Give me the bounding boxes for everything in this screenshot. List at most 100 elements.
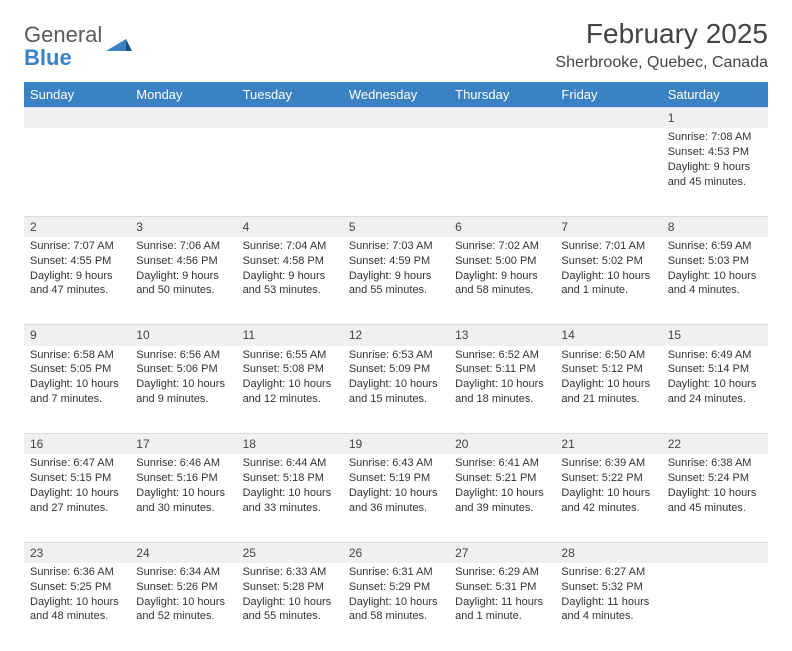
logo-word2: Blue [24,45,72,70]
day-content-cell [555,128,661,216]
day-number: 2 [30,220,37,234]
daynum-row: 9101112131415 [24,325,768,346]
day-content-cell: Sunrise: 6:39 AMSunset: 5:22 PMDaylight:… [555,454,661,542]
day-sunrise: Sunrise: 6:31 AM [349,565,443,580]
day-sunset: Sunset: 5:19 PM [349,471,443,486]
day-content-cell: Sunrise: 6:43 AMSunset: 5:19 PMDaylight:… [343,454,449,542]
day-daylight: Daylight: 10 hours and 9 minutes. [136,377,230,407]
day-sunset: Sunset: 5:05 PM [30,362,124,377]
day-number-cell: 18 [237,434,343,455]
day-number: 24 [136,546,149,560]
day-sunrise: Sunrise: 6:46 AM [136,456,230,471]
weekday-header: Friday [555,82,661,108]
day-sunset: Sunset: 5:32 PM [561,580,655,595]
day-sunset: Sunset: 5:21 PM [455,471,549,486]
day-number: 11 [243,328,255,342]
day-content-cell [662,563,768,651]
weekday-header: Sunday [24,82,130,108]
day-sunrise: Sunrise: 6:44 AM [243,456,337,471]
day-content-cell: Sunrise: 7:07 AMSunset: 4:55 PMDaylight:… [24,237,130,325]
day-content-cell: Sunrise: 6:58 AMSunset: 5:05 PMDaylight:… [24,346,130,434]
day-content-cell: Sunrise: 6:50 AMSunset: 5:12 PMDaylight:… [555,346,661,434]
day-sunrise: Sunrise: 7:08 AM [668,130,762,145]
content-row: Sunrise: 6:47 AMSunset: 5:15 PMDaylight:… [24,454,768,542]
day-daylight: Daylight: 11 hours and 1 minute. [455,595,549,625]
day-daylight: Daylight: 11 hours and 4 minutes. [561,595,655,625]
day-content-cell: Sunrise: 6:27 AMSunset: 5:32 PMDaylight:… [555,563,661,651]
day-number: 1 [668,111,675,125]
day-number-cell: 5 [343,216,449,237]
day-number: 27 [455,546,468,560]
day-number-cell: 28 [555,542,661,563]
day-sunrise: Sunrise: 6:43 AM [349,456,443,471]
day-sunset: Sunset: 5:26 PM [136,580,230,595]
day-daylight: Daylight: 10 hours and 21 minutes. [561,377,655,407]
day-number: 14 [561,328,574,342]
day-content-cell [343,128,449,216]
day-content-cell: Sunrise: 7:06 AMSunset: 4:56 PMDaylight:… [130,237,236,325]
day-daylight: Daylight: 10 hours and 33 minutes. [243,486,337,516]
day-content-cell: Sunrise: 6:38 AMSunset: 5:24 PMDaylight:… [662,454,768,542]
day-daylight: Daylight: 10 hours and 27 minutes. [30,486,124,516]
day-number: 10 [136,328,149,342]
day-content-cell: Sunrise: 6:49 AMSunset: 5:14 PMDaylight:… [662,346,768,434]
day-number-cell: 8 [662,216,768,237]
day-sunset: Sunset: 5:15 PM [30,471,124,486]
day-daylight: Daylight: 10 hours and 55 minutes. [243,595,337,625]
content-row: Sunrise: 6:36 AMSunset: 5:25 PMDaylight:… [24,563,768,651]
day-sunset: Sunset: 5:06 PM [136,362,230,377]
day-number-cell: 6 [449,216,555,237]
day-number-cell: 11 [237,325,343,346]
day-daylight: Daylight: 9 hours and 53 minutes. [243,269,337,299]
day-number-cell: 15 [662,325,768,346]
day-number: 21 [561,437,574,451]
day-number-cell: 2 [24,216,130,237]
day-number-cell: 7 [555,216,661,237]
page-title: February 2025 [555,18,768,50]
day-daylight: Daylight: 10 hours and 30 minutes. [136,486,230,516]
day-number: 13 [455,328,468,342]
day-number-cell: 12 [343,325,449,346]
day-number-cell: 1 [662,108,768,129]
daynum-row: 1 [24,108,768,129]
day-content-cell: Sunrise: 6:36 AMSunset: 5:25 PMDaylight:… [24,563,130,651]
logo: General Blue [24,18,132,70]
day-number-cell [130,108,236,129]
day-number-cell [662,542,768,563]
day-content-cell: Sunrise: 6:34 AMSunset: 5:26 PMDaylight:… [130,563,236,651]
day-sunset: Sunset: 4:55 PM [30,254,124,269]
day-daylight: Daylight: 10 hours and 45 minutes. [668,486,762,516]
day-sunrise: Sunrise: 6:52 AM [455,348,549,363]
day-sunset: Sunset: 5:03 PM [668,254,762,269]
calendar-table: Sunday Monday Tuesday Wednesday Thursday… [24,82,768,651]
day-daylight: Daylight: 10 hours and 36 minutes. [349,486,443,516]
header: General Blue February 2025 Sherbrooke, Q… [24,18,768,72]
day-daylight: Daylight: 9 hours and 58 minutes. [455,269,549,299]
day-content-cell: Sunrise: 6:33 AMSunset: 5:28 PMDaylight:… [237,563,343,651]
day-sunrise: Sunrise: 7:07 AM [30,239,124,254]
weekday-header: Thursday [449,82,555,108]
day-content-cell: Sunrise: 6:56 AMSunset: 5:06 PMDaylight:… [130,346,236,434]
daynum-row: 232425262728 [24,542,768,563]
day-daylight: Daylight: 10 hours and 18 minutes. [455,377,549,407]
day-number-cell: 25 [237,542,343,563]
day-number-cell: 17 [130,434,236,455]
day-sunrise: Sunrise: 6:38 AM [668,456,762,471]
day-number-cell [237,108,343,129]
weekday-header: Tuesday [237,82,343,108]
day-sunset: Sunset: 5:02 PM [561,254,655,269]
content-row: Sunrise: 7:08 AMSunset: 4:53 PMDaylight:… [24,128,768,216]
day-number-cell: 21 [555,434,661,455]
day-number: 8 [668,220,675,234]
day-sunrise: Sunrise: 7:03 AM [349,239,443,254]
day-sunrise: Sunrise: 6:27 AM [561,565,655,580]
day-sunrise: Sunrise: 7:01 AM [561,239,655,254]
day-number: 20 [455,437,468,451]
day-content-cell: Sunrise: 7:01 AMSunset: 5:02 PMDaylight:… [555,237,661,325]
weekday-header: Monday [130,82,236,108]
day-sunset: Sunset: 4:56 PM [136,254,230,269]
day-number-cell: 16 [24,434,130,455]
daynum-row: 2345678 [24,216,768,237]
day-content-cell: Sunrise: 6:41 AMSunset: 5:21 PMDaylight:… [449,454,555,542]
day-sunrise: Sunrise: 6:36 AM [30,565,124,580]
